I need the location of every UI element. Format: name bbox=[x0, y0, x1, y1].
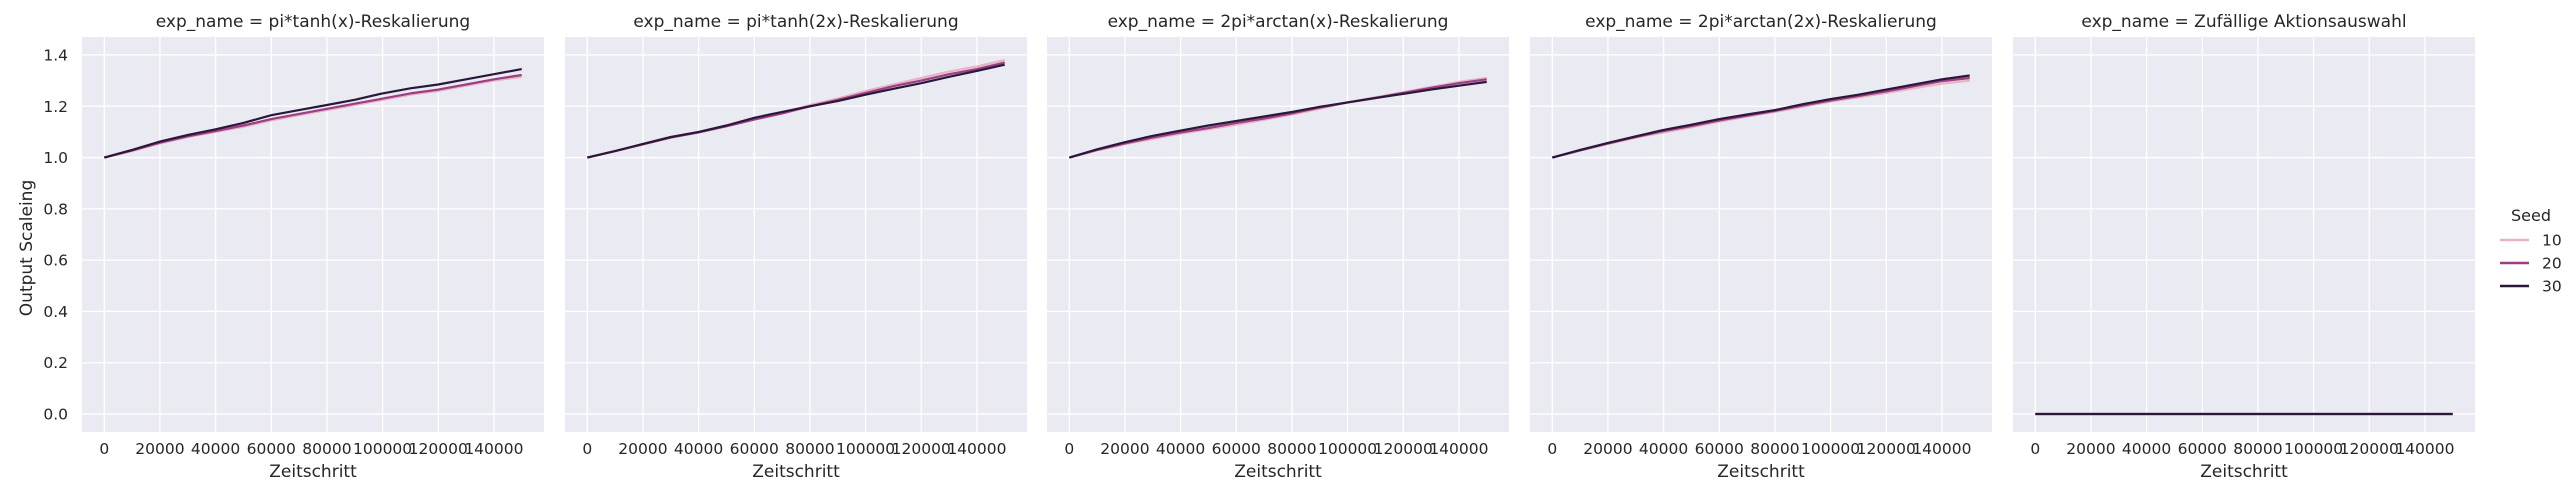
panel-title: exp_name = pi*tanh(2x)-Reskalierung bbox=[633, 12, 958, 32]
x-tick-label: 60000 bbox=[1695, 440, 1744, 458]
x-tick-label: 100000 bbox=[2284, 440, 2343, 458]
x-tick-label: 140000 bbox=[464, 440, 523, 458]
x-axis-label: Zeitschritt bbox=[2200, 462, 2288, 482]
x-tick-label: 80000 bbox=[2233, 440, 2282, 458]
facet-panel-3: exp_name = 2pi*arctan(x)-Reskalierung 0 20… bbox=[1047, 12, 1509, 482]
x-tick-label: 20000 bbox=[618, 440, 667, 458]
x-tick-label: 40000 bbox=[2122, 440, 2171, 458]
x-tick-label: 120000 bbox=[892, 440, 951, 458]
x-tick-label: 80000 bbox=[302, 440, 351, 458]
facet-panel-4: exp_name = 2pi*arctan(2x)-Reskalierung 0 2… bbox=[1530, 12, 1992, 482]
x-tick-label: 80000 bbox=[1750, 440, 1799, 458]
x-tick-label: 20000 bbox=[1100, 440, 1149, 458]
y-axis-label: Output Scaleing bbox=[17, 180, 37, 316]
x-tick-label: 80000 bbox=[785, 440, 834, 458]
x-axis-label: Zeitschritt bbox=[1234, 462, 1322, 482]
legend-label-seed-30: 30 bbox=[2542, 278, 2562, 296]
plot-background bbox=[565, 37, 1027, 432]
series-line-seed-30 bbox=[587, 63, 1005, 159]
x-tick-label: 100000 bbox=[353, 440, 412, 458]
x-tick-label: 0 bbox=[582, 440, 592, 458]
x-tick-label: 20000 bbox=[135, 440, 184, 458]
x-tick-label: 100000 bbox=[1801, 440, 1860, 458]
y-tick-label: 1.4 bbox=[43, 46, 68, 64]
y-tick-label: 0.8 bbox=[43, 200, 68, 218]
series-line-seed-30 bbox=[1552, 74, 1970, 159]
x-tick-label: 40000 bbox=[191, 440, 240, 458]
series-line-seed-30 bbox=[104, 68, 522, 159]
x-tick-label: 20000 bbox=[2066, 440, 2115, 458]
x-tick-label: 0 bbox=[1547, 440, 1557, 458]
x-tick-label: 140000 bbox=[1912, 440, 1971, 458]
facet-panel-2: exp_name = pi*tanh(2x)-Reskalierung 0 2000… bbox=[565, 12, 1027, 482]
panel-title: exp_name = Zufällige Aktionsauswahl bbox=[2081, 12, 2406, 32]
x-tick-label: 140000 bbox=[947, 440, 1006, 458]
facet-panel-1: exp_name = pi*tanh(x)-Reskalierung 0 20000… bbox=[43, 12, 544, 482]
y-tick-label: 0.4 bbox=[43, 303, 68, 321]
y-tick-label: 1.0 bbox=[43, 149, 68, 167]
x-tick-label: 100000 bbox=[1318, 440, 1377, 458]
x-tick-label: 20000 bbox=[1583, 440, 1632, 458]
x-tick-label: 40000 bbox=[1156, 440, 1205, 458]
plot-background bbox=[1530, 37, 1992, 432]
x-tick-label: 40000 bbox=[1639, 440, 1688, 458]
y-tick-label: 0.0 bbox=[43, 406, 68, 424]
series-line-seed-20 bbox=[1069, 78, 1487, 159]
x-tick-label: 0 bbox=[2030, 440, 2040, 458]
x-tick-label: 60000 bbox=[1212, 440, 1261, 458]
x-tick-label: 120000 bbox=[2340, 440, 2399, 458]
x-tick-label: 120000 bbox=[1857, 440, 1916, 458]
x-tick-label: 140000 bbox=[2395, 440, 2454, 458]
x-axis-label: Zeitschritt bbox=[1717, 462, 1805, 482]
x-tick-label: 120000 bbox=[409, 440, 468, 458]
legend-label-seed-20: 20 bbox=[2542, 255, 2562, 273]
x-tick-label: 60000 bbox=[730, 440, 779, 458]
x-tick-label: 0 bbox=[99, 440, 109, 458]
legend: Seed 10 20 30 bbox=[2500, 206, 2562, 296]
x-axis-label: Zeitschritt bbox=[752, 462, 840, 482]
y-tick-label: 1.2 bbox=[43, 98, 68, 116]
x-tick-label: 60000 bbox=[247, 440, 296, 458]
series-line-seed-30 bbox=[1068, 80, 1487, 159]
series-line-seed-20 bbox=[104, 73, 522, 159]
panel-title: exp_name = 2pi*arctan(2x)-Reskalierung bbox=[1585, 12, 1937, 32]
legend-label-seed-10: 10 bbox=[2542, 232, 2562, 250]
plot-background bbox=[2013, 37, 2475, 432]
x-tick-label: 40000 bbox=[674, 440, 723, 458]
panel-title: exp_name = 2pi*arctan(x)-Reskalierung bbox=[1108, 12, 1449, 32]
y-tick-label: 0.2 bbox=[43, 354, 68, 372]
facet-panel-5: exp_name = Zufällige Aktionsauswahl 0 2000… bbox=[2013, 12, 2475, 482]
plot-background bbox=[82, 37, 544, 432]
x-tick-label: 80000 bbox=[1267, 440, 1316, 458]
x-axis-label: Zeitschritt bbox=[269, 462, 357, 482]
y-tick-label: 0.6 bbox=[43, 252, 68, 270]
x-tick-label: 60000 bbox=[2178, 440, 2227, 458]
legend-title: Seed bbox=[2511, 206, 2551, 225]
x-tick-label: 140000 bbox=[1429, 440, 1488, 458]
x-tick-label: 100000 bbox=[836, 440, 895, 458]
x-tick-label: 0 bbox=[1064, 440, 1074, 458]
x-tick-label: 120000 bbox=[1374, 440, 1433, 458]
plot-background bbox=[1047, 37, 1509, 432]
panel-title: exp_name = pi*tanh(x)-Reskalierung bbox=[156, 12, 470, 32]
